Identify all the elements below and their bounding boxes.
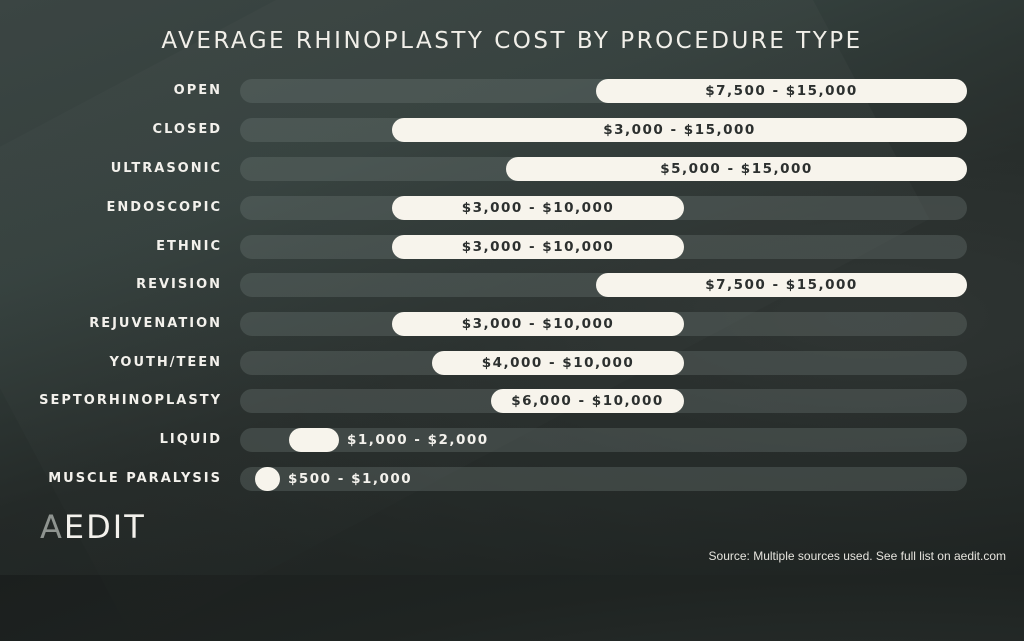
row-label: LIQUID <box>159 432 222 447</box>
range-value: $3,000 - $10,000 <box>461 200 615 216</box>
chart-row: SEPTORHINOPLASTY $6,000 - $10,000 <box>0 388 1024 414</box>
chart-row: YOUTH/TEEN $4,000 - $10,000 <box>0 350 1024 376</box>
source-note: Source: Multiple sources used. See full … <box>708 549 1006 563</box>
range-bar: $3,000 - $10,000 <box>392 196 684 220</box>
chart-row: ENDOSCOPIC $3,000 - $10,000 <box>0 195 1024 221</box>
chart-row: REVISION $7,500 - $15,000 <box>0 272 1024 298</box>
chart-row: CLOSED $3,000 - $15,000 <box>0 117 1024 143</box>
row-label: YOUTH/TEEN <box>109 355 222 370</box>
logo-rest: EDIT <box>63 508 146 546</box>
chart-row: MUSCLE PARALYSIS $500 - $1,000 <box>0 466 1024 492</box>
chart-row: OPEN $7,500 - $15,000 <box>0 78 1024 104</box>
range-value: $7,500 - $15,000 <box>705 277 858 293</box>
range-bar: $7,500 - $15,000 <box>596 273 967 297</box>
range-value: $5,000 - $15,000 <box>660 161 813 177</box>
range-value: $6,000 - $10,000 <box>511 393 664 409</box>
range-bar: $6,000 - $10,000 <box>491 389 684 413</box>
chart-row: REJUVENATION $3,000 - $10,000 <box>0 311 1024 337</box>
bar-track <box>240 467 967 491</box>
brand-logo: AEDIT <box>40 508 146 546</box>
range-value: $4,000 - $10,000 <box>481 355 635 371</box>
range-value: $3,000 - $15,000 <box>603 122 756 138</box>
range-value: $7,500 - $15,000 <box>705 83 858 99</box>
logo-first-letter: A <box>40 508 64 546</box>
range-bar: $3,000 - $10,000 <box>392 312 684 336</box>
range-value: $500 - $1,000 <box>288 471 413 487</box>
range-bar: $4,000 - $10,000 <box>432 351 684 375</box>
chart-row: ULTRASONIC $5,000 - $15,000 <box>0 156 1024 182</box>
range-bar <box>255 467 280 491</box>
range-bar <box>289 428 339 452</box>
row-label: MUSCLE PARALYSIS <box>48 471 222 486</box>
chart-row: ETHNIC $3,000 - $10,000 <box>0 234 1024 260</box>
range-bar: $5,000 - $15,000 <box>506 157 967 181</box>
row-label: ENDOSCOPIC <box>106 200 222 215</box>
row-label: OPEN <box>173 83 222 98</box>
range-bar: $7,500 - $15,000 <box>596 79 967 103</box>
row-label: ULTRASONIC <box>110 161 222 176</box>
row-label: SEPTORHINOPLASTY <box>39 393 222 408</box>
range-value: $3,000 - $10,000 <box>461 239 615 255</box>
range-value: $1,000 - $2,000 <box>347 432 489 448</box>
chart-row: LIQUID $1,000 - $2,000 <box>0 427 1024 453</box>
row-label: ETHNIC <box>156 239 222 254</box>
range-bar: $3,000 - $15,000 <box>392 118 967 142</box>
bar-track <box>240 428 967 452</box>
row-label: CLOSED <box>152 122 222 137</box>
chart-title: AVERAGE RHINOPLASTY COST BY PROCEDURE TY… <box>161 28 863 54</box>
range-value: $3,000 - $10,000 <box>461 316 615 332</box>
row-label: REJUVENATION <box>89 316 222 331</box>
range-bar: $3,000 - $10,000 <box>392 235 684 259</box>
row-label: REVISION <box>136 277 222 292</box>
